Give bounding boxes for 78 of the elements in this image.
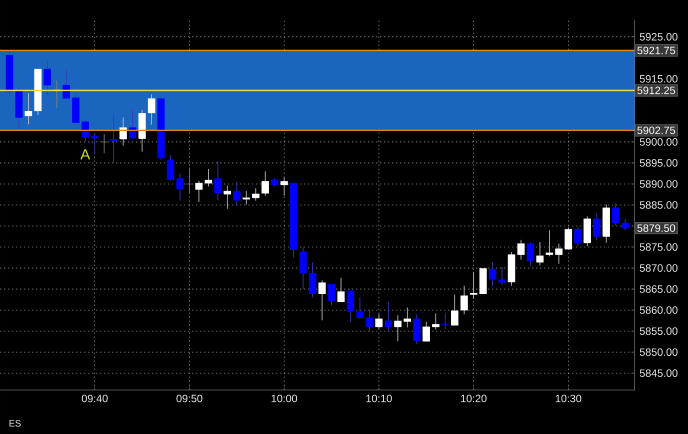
candlestick xyxy=(366,310,374,332)
candlestick xyxy=(404,307,412,328)
candlestick xyxy=(612,202,620,226)
y-tick-label: 5890.00 xyxy=(640,180,678,188)
candlestick xyxy=(148,94,156,126)
candlestick xyxy=(53,80,61,109)
candlestick xyxy=(318,280,326,321)
candlestick xyxy=(574,226,582,247)
candlestick xyxy=(442,312,449,330)
y-tick-label: 5885.00 xyxy=(640,201,678,209)
candlestick xyxy=(375,314,383,329)
y-tick-label: 5870.00 xyxy=(640,264,678,272)
candlestick xyxy=(24,92,32,125)
y-tick-label: 5865.00 xyxy=(640,285,678,293)
ref-line-label: 5921.75 xyxy=(637,46,676,54)
candlestick xyxy=(62,70,70,99)
candlestick xyxy=(356,297,364,319)
ref-line-label: 5912.25 xyxy=(637,86,676,94)
x-tick-label: 09:40 xyxy=(82,394,108,402)
candlestick xyxy=(584,216,591,247)
candlestick xyxy=(280,176,288,196)
y-tick-label: 5845.00 xyxy=(640,369,678,377)
candlestick xyxy=(488,262,496,287)
candlestick xyxy=(186,167,194,193)
candlestick xyxy=(82,118,89,142)
text: ES xyxy=(9,420,21,427)
x-tick-label: 10:30 xyxy=(556,394,582,402)
candlestick xyxy=(44,60,52,96)
y-tick-label: 5875.00 xyxy=(640,243,678,251)
y-tick-label: 5925.00 xyxy=(640,33,678,41)
candlestick xyxy=(262,170,269,196)
candlestick xyxy=(166,154,174,182)
candlestick xyxy=(346,290,354,322)
candlestick xyxy=(214,160,222,201)
candlestick xyxy=(546,230,554,257)
candlestick xyxy=(536,242,544,266)
candlestick xyxy=(328,284,336,306)
candlestick xyxy=(252,188,260,202)
candlestick xyxy=(526,242,534,266)
ref-line-label: 5902.75 xyxy=(637,126,676,134)
candlestick xyxy=(337,277,345,302)
y-tick-label: 5900.00 xyxy=(640,138,678,146)
candlestick xyxy=(621,218,629,231)
candlestick xyxy=(224,185,232,210)
candlestick xyxy=(91,132,98,155)
x-tick-label: 10:20 xyxy=(461,394,487,402)
candlestick xyxy=(460,285,468,315)
candlestick xyxy=(384,301,392,332)
candlestick xyxy=(413,314,420,345)
candlestick xyxy=(233,181,241,205)
candlestick xyxy=(517,239,525,260)
y-tick-label: 5915.00 xyxy=(640,75,678,83)
candlestick xyxy=(432,313,440,330)
candlestick xyxy=(299,246,307,290)
y-tick-label: 5850.00 xyxy=(640,348,678,356)
candlestick xyxy=(564,226,572,250)
y-tick-label: 5895.00 xyxy=(640,159,678,167)
candlestick xyxy=(451,294,458,326)
candlestick xyxy=(422,321,430,342)
candlestick xyxy=(110,112,118,163)
candlestick xyxy=(555,243,563,264)
x-tick-label: 10:00 xyxy=(272,394,298,402)
candlestick xyxy=(242,190,250,205)
x-tick-label: 09:50 xyxy=(176,394,202,402)
candlestick xyxy=(204,168,212,187)
x-tick-label: 10:10 xyxy=(366,394,392,402)
y-tick-label: 5855.00 xyxy=(640,327,678,335)
candlestick xyxy=(100,134,108,154)
text: 5879.50 xyxy=(637,224,676,232)
candlestick xyxy=(593,212,600,241)
candlestick xyxy=(470,271,478,300)
y-tick-label: 5860.00 xyxy=(640,306,678,314)
candlestick xyxy=(308,262,316,298)
annotation: A xyxy=(80,149,90,160)
candlestick xyxy=(394,314,402,342)
candlestick xyxy=(195,180,203,202)
candlestick xyxy=(498,266,506,285)
candlestick xyxy=(176,173,184,202)
